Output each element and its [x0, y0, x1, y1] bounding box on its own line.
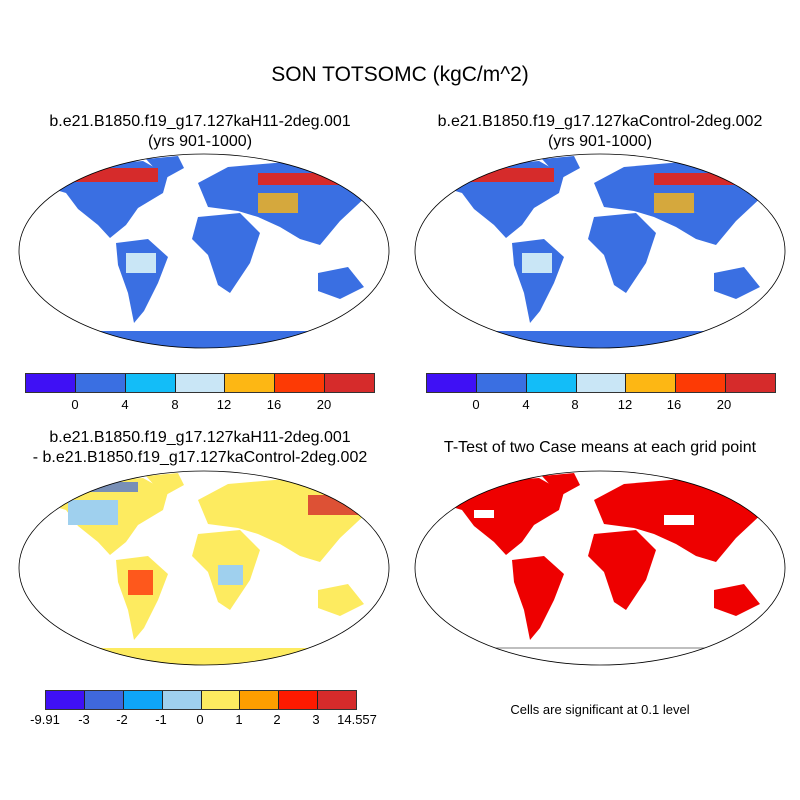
- panel-ttest-title: T-Test of two Case means at each grid po…: [443, 439, 757, 456]
- panel-title-line1: b.e21.B1850.f19_g17.127kaH11-2deg.001: [49, 113, 351, 130]
- tick-label: -1: [155, 712, 167, 727]
- panel-title-line1: b.e21.B1850.f19_g17.127kaH11-2deg.001: [49, 429, 351, 446]
- tick-label: 8: [171, 397, 179, 412]
- map-ttest: [414, 470, 786, 666]
- colorbar-case1: [25, 373, 375, 393]
- tick-label: 14.557: [337, 712, 377, 727]
- tick-label: 4: [522, 397, 530, 412]
- panel-case2-title: b.e21.B1850.f19_g17.127kaControl-2deg.00…: [400, 112, 800, 152]
- tick-label: 0: [472, 397, 480, 412]
- panel-diff-title: b.e21.B1850.f19_g17.127kaH11-2deg.001 - …: [0, 428, 400, 468]
- ttest-note: Cells are significant at 0.1 level: [510, 702, 690, 717]
- map-case1: [18, 153, 390, 349]
- tick-label: 20: [316, 397, 332, 412]
- tick-label: -3: [78, 712, 90, 727]
- panel-title-line2: - b.e21.B1850.f19_g17.127kaControl-2deg.…: [32, 449, 368, 466]
- tick-label: 0: [196, 712, 204, 727]
- colorbar-difference: [45, 690, 357, 710]
- tick-label: 12: [216, 397, 232, 412]
- colorbar-case2: [426, 373, 776, 393]
- panel-case1-title: b.e21.B1850.f19_g17.127kaH11-2deg.001 (y…: [0, 112, 400, 152]
- figure-title: SON TOTSOMC (kgC/m^2): [271, 63, 529, 86]
- tick-label: 16: [266, 397, 282, 412]
- tick-label: 16: [666, 397, 682, 412]
- panel-title-line1: b.e21.B1850.f19_g17.127kaControl-2deg.00…: [437, 113, 763, 130]
- tick-label: 8: [571, 397, 579, 412]
- panel-title-line2: (yrs 901-1000): [147, 133, 253, 150]
- tick-label: 3: [312, 712, 320, 727]
- tick-label: 20: [716, 397, 732, 412]
- tick-label: 12: [617, 397, 633, 412]
- tick-label: 2: [273, 712, 281, 727]
- panel-title-line2: (yrs 901-1000): [547, 133, 653, 150]
- map-case2: [414, 153, 786, 349]
- map-difference: [18, 470, 390, 666]
- tick-label: 4: [121, 397, 129, 412]
- tick-label: -2: [116, 712, 128, 727]
- tick-label: 0: [71, 397, 79, 412]
- tick-label: 1: [235, 712, 243, 727]
- tick-label: -9.91: [30, 712, 60, 727]
